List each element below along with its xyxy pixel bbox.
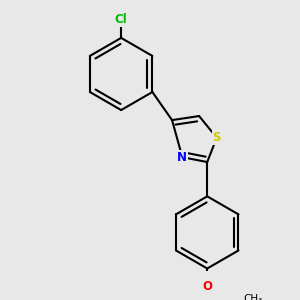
Text: S: S bbox=[212, 131, 221, 144]
Text: CH₃: CH₃ bbox=[243, 294, 262, 300]
Text: N: N bbox=[177, 151, 187, 164]
Text: O: O bbox=[202, 280, 212, 293]
Text: Cl: Cl bbox=[115, 13, 128, 26]
